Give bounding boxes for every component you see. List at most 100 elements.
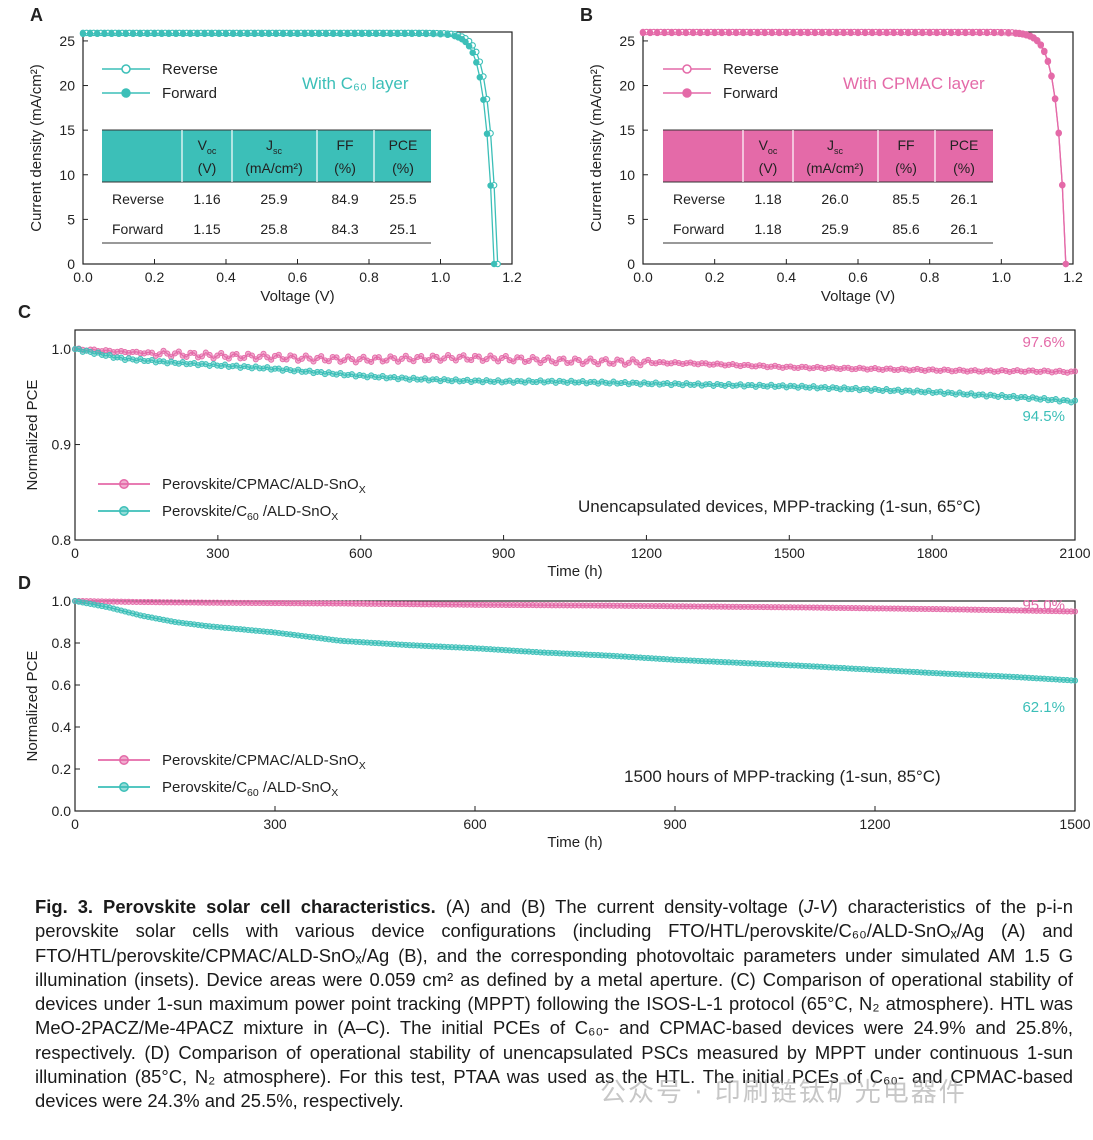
data-point-b-forward	[883, 29, 890, 37]
data-point-b-forward	[818, 29, 826, 37]
panel-note-d: 1500 hours of MPP-tracking (1-sun, 85°C)	[624, 767, 941, 786]
legend-label-b-forward: Forward	[723, 85, 778, 102]
table-row-label-b: Reverse	[673, 191, 725, 207]
table-header-b-2: FF	[897, 137, 914, 153]
legend-label-b-reverse: Reverse	[723, 61, 779, 78]
data-point-b-forward	[990, 29, 998, 37]
data-point-a-forward	[480, 96, 487, 103]
data-point-a-forward	[151, 30, 158, 38]
data-point-b-forward	[761, 29, 769, 37]
figure-canvas: 0.0 0.2 0.4 0.6 0.8 1.0 1.2 0 5 10 15 20 25 Voltage (…	[18, 5, 1091, 851]
data-point-a-forward	[144, 30, 151, 38]
x-tick-label-a: 0.0	[73, 269, 93, 285]
x-tick-label-b: 0.8	[920, 269, 940, 285]
x-tick-label-d: 1200	[859, 816, 890, 832]
data-point-a-forward	[258, 30, 266, 38]
data-point-a-forward	[462, 38, 469, 46]
table-header-b-1: Jsc	[827, 137, 844, 156]
data-point-a-forward	[372, 30, 380, 38]
data-point-a-forward	[215, 30, 223, 38]
data-point-a-forward	[483, 130, 491, 138]
table-row-label-a: Forward	[112, 221, 163, 237]
series-c-0	[71, 345, 1079, 376]
y-tick-label-b: 10	[619, 167, 635, 183]
x-tick-label-b: 0.4	[777, 269, 797, 285]
x-tick-label-d: 300	[263, 816, 287, 832]
y-tick-label-a: 10	[59, 167, 75, 183]
legend-marker-a	[121, 64, 131, 74]
panel-note-a: With C₆₀ layer	[302, 74, 409, 93]
data-point-a-forward	[365, 30, 373, 38]
table-header-a-2: FF	[336, 137, 353, 153]
data-point-b-forward	[940, 29, 948, 37]
y-tick-label-d: 0.6	[52, 677, 72, 693]
data-point-b-forward	[747, 29, 754, 37]
table-cell-b: 26.1	[950, 191, 977, 207]
y-axis-label-b: Current density (mA/cm²)	[588, 64, 605, 232]
y-tick-label-d: 1.0	[52, 593, 72, 609]
data-point-b-forward	[718, 29, 726, 37]
data-point-b-forward	[811, 29, 819, 37]
data-point-a-forward	[122, 30, 130, 38]
x-tick-label-c: 0	[71, 545, 79, 561]
table-row-label-b: Forward	[673, 221, 724, 237]
series-d-0	[71, 597, 1079, 615]
data-point-a-forward	[430, 30, 437, 38]
data-point-b-forward	[646, 29, 654, 37]
y-tick-label-c: 0.9	[52, 437, 72, 453]
data-point-a-forward	[165, 30, 173, 38]
data-point-a-forward	[287, 30, 294, 38]
series-line-d-1	[74, 600, 1076, 682]
y-tick-label-a: 25	[59, 33, 75, 49]
data-point-b-forward	[969, 29, 976, 37]
x-axis-label-c: Time (h)	[547, 563, 602, 580]
data-point-b-forward	[1033, 37, 1041, 45]
data-point-a-forward	[308, 30, 316, 38]
data-point-b-forward	[1041, 48, 1048, 56]
data-point-a-forward	[465, 42, 473, 50]
data-point-b-forward	[732, 29, 740, 37]
table-header-unit-a-1: (mA/cm²)	[245, 160, 303, 176]
x-axis-label-d: Time (h)	[547, 834, 602, 851]
data-point-b-forward	[912, 29, 919, 37]
plot-frame-d	[74, 600, 1076, 812]
data-point-a-forward	[222, 30, 230, 38]
series-a-forward	[79, 30, 498, 268]
data-point-a-forward	[136, 30, 144, 38]
end-label-cpmac-d: 95.0%	[1022, 597, 1065, 614]
table-cell-b: 85.6	[892, 221, 919, 237]
panel-letter-d: D	[18, 573, 31, 593]
data-point-b-forward	[675, 29, 683, 37]
table-cell-b: 25.9	[821, 221, 848, 237]
data-point-b-forward	[976, 29, 984, 37]
table-cell-b: 26.1	[950, 221, 977, 237]
data-point-a-forward	[444, 31, 451, 39]
data-point-a-forward	[315, 30, 323, 38]
caption-part-2: J-V	[803, 896, 832, 917]
data-point-a-forward	[469, 49, 476, 56]
legend-marker-c	[119, 506, 129, 516]
x-tick-label-c: 1800	[917, 545, 948, 561]
figure-caption: Fig. 3. Perovskite solar cell characteri…	[35, 895, 1073, 1114]
x-tick-label-b: 0.2	[705, 269, 725, 285]
legend-label-a-reverse: Reverse	[162, 61, 218, 78]
data-point-b-forward	[768, 29, 776, 37]
data-point-a-forward	[337, 30, 344, 38]
x-tick-label-c: 2100	[1059, 545, 1090, 561]
data-point-a-forward	[158, 30, 165, 38]
x-tick-label-c: 900	[492, 545, 516, 561]
data-point-a-forward	[422, 30, 430, 38]
data-point-b-forward	[639, 29, 647, 37]
data-point-b-forward	[783, 29, 790, 37]
data-point-b-forward	[1059, 181, 1066, 189]
x-tick-label-b: 1.2	[1063, 269, 1083, 285]
x-tick-label-a: 0.4	[216, 269, 236, 285]
y-tick-label-b: 25	[619, 33, 635, 49]
x-tick-label-a: 0.8	[359, 269, 379, 285]
table-header-unit-b-1: (mA/cm²)	[806, 160, 864, 176]
x-tick-label-b: 0.6	[848, 269, 868, 285]
table-cell-a: 84.3	[331, 221, 358, 237]
legend-marker-d	[119, 755, 129, 765]
x-tick-label-b: 0.0	[633, 269, 653, 285]
end-label-c60-d: 62.1%	[1022, 699, 1065, 716]
